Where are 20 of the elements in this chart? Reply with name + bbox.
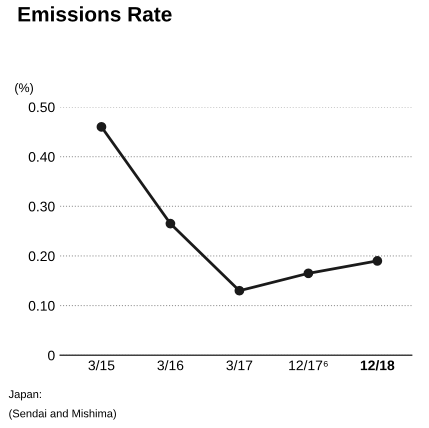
x-tick-label: 12/17⁶	[289, 360, 328, 370]
y-tick-label: 0.20	[28, 251, 55, 262]
x-tick-label: 3/16	[157, 360, 184, 370]
x-tick-label: 3/17	[226, 360, 252, 370]
y-tick-label: 0	[48, 350, 55, 360]
point	[304, 268, 314, 278]
y-axis-title: (%)	[15, 83, 33, 95]
point	[234, 286, 244, 296]
point	[372, 256, 382, 266]
point	[96, 122, 106, 132]
y-tick-label: 0.50	[28, 102, 55, 112]
text: Japan:	[8, 390, 41, 400]
point	[166, 218, 176, 229]
y-tick-label: 0.30	[28, 202, 55, 212]
x-tick-label: 3/15	[88, 360, 114, 370]
y-tick-label: 0.40	[28, 152, 55, 162]
y-tick-label: 0.10	[28, 300, 55, 311]
x-tick-label: 12/18	[360, 360, 394, 370]
text: (Sendai and Mishima)	[9, 409, 116, 420]
chart-title: Emissions Rate	[18, 6, 172, 22]
